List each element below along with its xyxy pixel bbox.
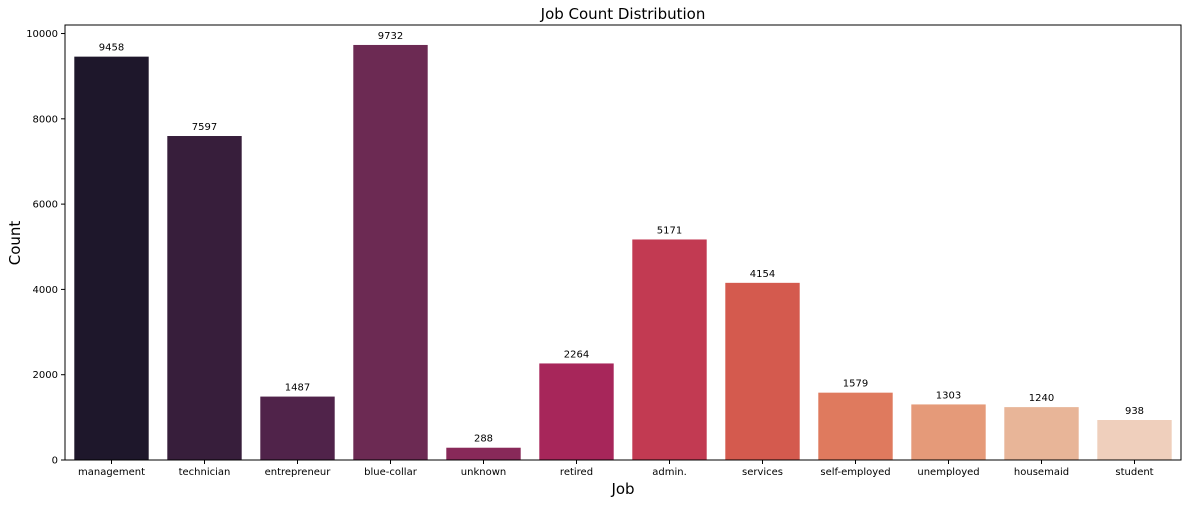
y-tick-label: 0 (52, 456, 58, 467)
plot-frame (64, 24, 1182, 461)
bar-technician (167, 136, 242, 460)
data-label: 1487 (285, 383, 310, 394)
x-tick-label: entrepreneur (265, 467, 332, 478)
x-tick-label: management (78, 467, 145, 478)
data-label: 1240 (1029, 393, 1054, 404)
x-tick-label: housemaid (1014, 467, 1069, 478)
y-tick-label: 6000 (33, 200, 58, 211)
bar-student (1097, 420, 1172, 460)
chart-title: Job Count Distribution (540, 5, 706, 23)
x-tick-label: unknown (461, 467, 506, 478)
y-tick-label: 2000 (33, 370, 58, 381)
x-tick-label: technician (179, 467, 231, 478)
x-tick-label: admin. (652, 467, 687, 478)
data-label: 1579 (843, 379, 868, 390)
data-label: 938 (1125, 406, 1144, 417)
bar-unknown (446, 447, 521, 460)
bar-unemployed (911, 404, 986, 460)
data-label: 7597 (192, 122, 217, 133)
data-label: 2264 (564, 349, 589, 360)
y-tick-label: 10000 (26, 29, 58, 40)
bar-admin (632, 239, 707, 460)
x-axis-title: Job (610, 480, 634, 498)
bar-retired (539, 363, 614, 460)
data-label: 9458 (99, 43, 124, 54)
y-tick-label: 4000 (33, 285, 58, 296)
bar-self-employed (818, 392, 893, 460)
x-tick-label: retired (560, 467, 593, 478)
y-axis-title: Count (6, 221, 24, 266)
x-tick-label: student (1115, 467, 1153, 478)
bar-blue-collar (353, 44, 428, 461)
x-tick-label: services (742, 467, 783, 478)
bar-housemaid (1004, 407, 1079, 460)
x-tick-label: self-employed (820, 467, 890, 478)
bars-layer (74, 44, 1172, 461)
data-labels-layer: 9458 7597 1487 9732 288 2264 5171 4154 1579 1303 1… (99, 31, 1144, 445)
x-axis: management technician entrepreneur blue-col… (78, 460, 1154, 478)
y-axis: 0 2000 4000 6000 8000 10000 (26, 29, 65, 467)
data-label: 288 (474, 434, 493, 445)
data-label: 4154 (750, 269, 775, 280)
bar-management (74, 56, 149, 460)
data-label: 1303 (936, 390, 961, 401)
bar-services (725, 282, 800, 460)
y-tick-label: 8000 (33, 114, 58, 125)
bar-entrepreneur (260, 396, 335, 460)
data-label: 5171 (657, 225, 682, 236)
data-label: 9732 (378, 31, 403, 42)
x-tick-label: unemployed (917, 467, 979, 478)
x-tick-label: blue-collar (364, 467, 418, 478)
